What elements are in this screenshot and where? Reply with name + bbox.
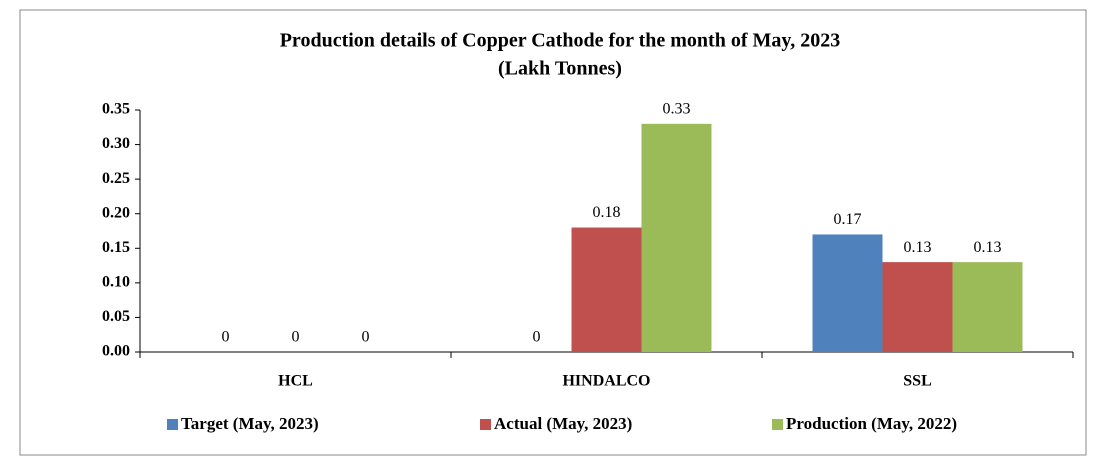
y-tick-label: 0.15 xyxy=(102,239,130,256)
bar xyxy=(812,234,883,352)
y-tick-label: 0.30 xyxy=(102,135,130,152)
value-label: 0 xyxy=(362,329,370,346)
y-tick-label: 0.05 xyxy=(102,308,130,325)
legend-label: Production (May, 2022) xyxy=(786,414,957,433)
value-label: 0 xyxy=(533,329,541,346)
bar xyxy=(571,227,642,352)
value-label: 0.18 xyxy=(593,204,621,221)
y-tick-label: 0.00 xyxy=(102,343,130,360)
bar xyxy=(882,262,953,352)
y-tick-label: 0.20 xyxy=(102,204,130,221)
chart-title: Production details of Copper Cathode for… xyxy=(280,30,841,52)
bar xyxy=(952,262,1023,352)
y-tick-label: 0.25 xyxy=(102,170,130,187)
value-label: 0.13 xyxy=(904,239,932,256)
y-tick-label: 0.35 xyxy=(102,101,130,118)
value-label: 0.33 xyxy=(663,101,691,118)
value-label: 0 xyxy=(292,329,300,346)
chart-subtitle: (Lakh Tonnes) xyxy=(498,58,622,80)
value-label: 0.13 xyxy=(974,239,1002,256)
value-label: 0 xyxy=(222,329,230,346)
bar xyxy=(641,123,712,352)
value-label: 0.17 xyxy=(834,211,862,228)
chart-border xyxy=(19,9,1087,456)
legend-label: Actual (May, 2023) xyxy=(494,414,632,433)
y-tick-label: 0.10 xyxy=(102,274,130,291)
legend-label: Target (May, 2023) xyxy=(181,414,319,433)
legend-swatch xyxy=(480,419,491,430)
legend-swatch xyxy=(167,419,178,430)
x-tick-label: SSL xyxy=(903,373,931,390)
legend-swatch xyxy=(772,419,783,430)
x-tick-label: HINDALCO xyxy=(562,373,650,390)
x-tick-label: HCL xyxy=(278,373,313,390)
